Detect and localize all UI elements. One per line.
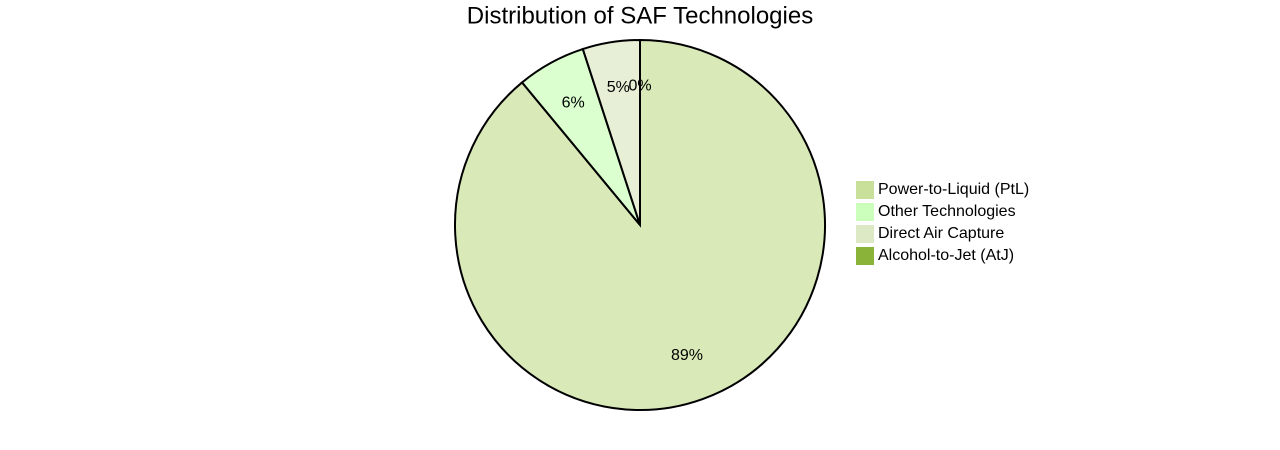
slice-label: 0% <box>628 77 651 94</box>
legend-label: Alcohol-to-Jet (AtJ) <box>878 247 1014 264</box>
chart-title: Distribution of SAF Technologies <box>467 2 813 29</box>
slice-label: 5% <box>607 79 630 96</box>
legend-swatch <box>856 181 874 199</box>
legend-label: Other Technologies <box>878 203 1016 220</box>
legend-swatch <box>856 203 874 221</box>
legend-label: Power-to-Liquid (PtL) <box>878 181 1029 198</box>
legend-label: Direct Air Capture <box>878 225 1004 242</box>
legend-swatch <box>856 225 874 243</box>
legend-swatch <box>856 247 874 265</box>
slice-label: 89% <box>671 347 703 364</box>
slice-label: 6% <box>562 95 585 112</box>
